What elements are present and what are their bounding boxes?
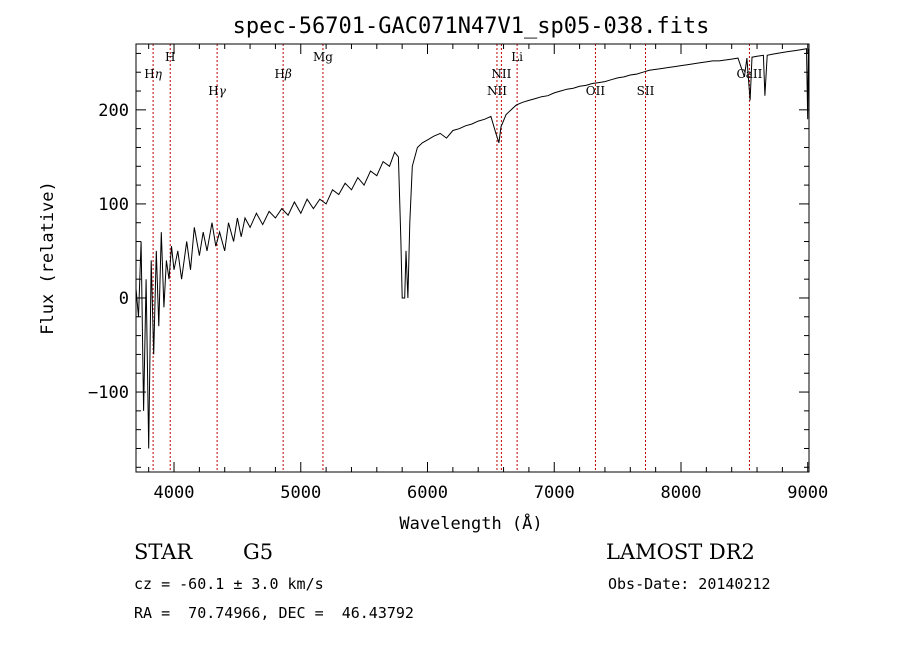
line-label-9: SII (637, 84, 655, 98)
y-tick-label--100: −100 (88, 383, 129, 403)
line-label-2: Hγ (208, 84, 226, 98)
x-tick-label-8000: 8000 (661, 483, 702, 503)
line-label-8: OII (586, 84, 606, 98)
line-label-6: NII (491, 67, 511, 81)
line-label-3: Hβ (274, 67, 291, 81)
survey-name: LAMOST DR2 (606, 540, 755, 564)
x-tick-label-6000: 6000 (407, 483, 448, 503)
line-label-10: CaII (737, 67, 763, 81)
chart-title: spec-56701-GAC071N47V1_sp05-038.fits (233, 14, 710, 39)
spectrum-series (135, 48, 809, 449)
observation-date: Obs-Date: 20140212 (608, 575, 771, 593)
x-axis: 4000 5000 6000 7000 8000 9000 (148, 44, 828, 503)
x-axis-label: Wavelength (Å) (399, 512, 542, 534)
y-axis: −100 0 100 200 (88, 52, 809, 468)
plot-frame (135, 43, 810, 473)
object-class: STAR (134, 540, 193, 564)
line-label-5: NII (487, 84, 507, 98)
sky-coordinates: RA = 70.74966, DEC = 46.43792 (134, 604, 414, 622)
line-label-7: Li (511, 50, 523, 64)
line-label-1: H (165, 50, 175, 64)
y-axis-label: Flux (relative) (38, 181, 58, 335)
y-tick-label-200: 200 (98, 101, 129, 121)
y-tick-label-0: 0 (119, 289, 129, 309)
y-tick-label-100: 100 (98, 195, 129, 215)
redshift-velocity: cz = -60.1 ± 3.0 km/s (134, 575, 324, 593)
x-tick-label-4000: 4000 (154, 483, 195, 503)
x-tick-label-7000: 7000 (534, 483, 575, 503)
spectrum-line-0 (135, 48, 809, 449)
object-subclass: G5 (243, 540, 274, 564)
line-label-4: Mg (313, 50, 333, 64)
x-tick-label-5000: 5000 (280, 483, 321, 503)
x-tick-label-9000: 9000 (787, 483, 828, 503)
line-label-0: Hη (144, 67, 162, 81)
